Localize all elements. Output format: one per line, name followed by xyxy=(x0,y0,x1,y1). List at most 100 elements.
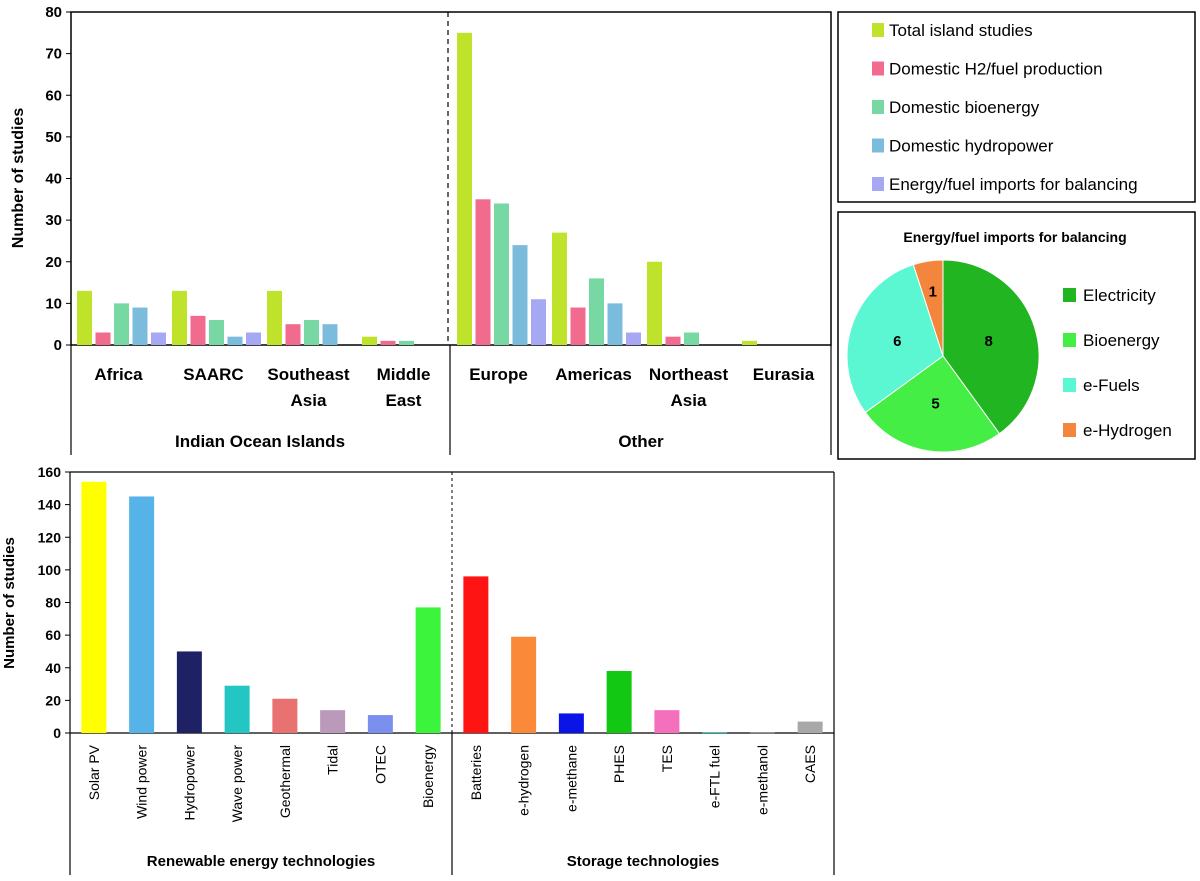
bottom-category-label: Bioenergy xyxy=(420,745,436,808)
top-y-tick-label: 20 xyxy=(45,254,62,271)
top-y-tick-label: 0 xyxy=(54,337,62,354)
bottom-bar xyxy=(702,732,728,734)
top-bar xyxy=(77,290,92,345)
top-category-label: Asia xyxy=(291,391,327,410)
pie-legend-label: e-Hydrogen xyxy=(1083,421,1172,440)
legend-swatch xyxy=(872,138,884,153)
top-category-label: Middle xyxy=(377,365,431,384)
pie-slice xyxy=(846,264,944,414)
bottom-bar xyxy=(797,721,823,733)
top-legend: Total island studies Domestic H2/fuel pro… xyxy=(837,11,1196,203)
top-bar xyxy=(552,232,567,345)
bottom-y-axis-label: Number of studies xyxy=(1,537,18,669)
bottom-category-label: e-methanol xyxy=(754,745,770,815)
top-y-axis-label: Number of studies xyxy=(10,108,27,249)
bottom-category-label: Batteries xyxy=(468,745,484,800)
top-bar xyxy=(322,324,338,345)
top-category-label: Europe xyxy=(469,365,528,384)
top-category-label: SAARC xyxy=(183,365,243,384)
bottom-y-tick-label: 40 xyxy=(45,660,61,676)
legend-label: Domestic bioenergy xyxy=(889,98,1040,117)
bottom-y-tick-label: 0 xyxy=(53,725,61,741)
top-bar xyxy=(285,324,301,345)
top-bar xyxy=(457,32,472,345)
pie-legend-swatch xyxy=(1063,378,1076,392)
top-bars xyxy=(77,32,757,345)
bottom-bar xyxy=(272,698,298,733)
pie-legend: Electricity Bioenergy e-Fuels e-Hydrogen xyxy=(1063,286,1172,440)
top-bar xyxy=(95,332,111,345)
top-category-label: Southeast xyxy=(267,365,350,384)
pie-legend-swatch xyxy=(1063,423,1076,437)
top-bar xyxy=(151,332,166,345)
bottom-category-label: PHES xyxy=(611,745,627,783)
pie-slice xyxy=(864,355,1001,453)
pie-title: Energy/fuel imports for balancing xyxy=(903,229,1126,245)
top-y-tick-label: 70 xyxy=(45,46,62,63)
pie-value-label: 8 xyxy=(984,333,992,350)
top-bar xyxy=(665,336,681,345)
top-category-label: East xyxy=(386,391,422,410)
bottom-category-label: Geothermal xyxy=(277,745,293,818)
top-group-label-other: Other xyxy=(618,432,664,451)
top-category-label: Asia xyxy=(671,391,707,410)
top-bar xyxy=(304,320,319,345)
bottom-y-tick-label: 120 xyxy=(38,529,62,545)
pie-value-label: 5 xyxy=(931,395,939,412)
top-bar xyxy=(475,199,491,345)
top-bar xyxy=(114,303,129,345)
pie-legend-label: Electricity xyxy=(1083,286,1156,305)
pie-slices xyxy=(846,259,1040,453)
top-y-tick-label: 10 xyxy=(45,295,62,312)
legend-swatch xyxy=(872,61,884,76)
bottom-category-label: Tidal xyxy=(325,745,341,775)
pie-value-label: 1 xyxy=(929,284,937,301)
bottom-bar xyxy=(129,496,155,733)
legend-label: Domestic H2/fuel production xyxy=(889,60,1103,79)
pie-value-label: 6 xyxy=(893,333,901,350)
bottom-bar xyxy=(606,671,632,733)
bottom-category-label: Wave power xyxy=(229,745,245,823)
bottom-category-label: Hydropower xyxy=(181,745,197,821)
top-bar xyxy=(227,336,243,345)
top-group-label-indian-ocean: Indian Ocean Islands xyxy=(175,432,345,451)
bottom-bar xyxy=(224,685,250,733)
top-category-label: Americas xyxy=(555,365,632,384)
bottom-group-label-renewable: Renewable energy technologies xyxy=(147,853,375,870)
legend-swatch xyxy=(872,23,884,37)
top-y-tick-label: 30 xyxy=(45,212,62,229)
pie-legend-label: e-Fuels xyxy=(1083,376,1140,395)
bottom-bar xyxy=(511,636,537,733)
top-y-tick-label: 80 xyxy=(45,4,62,21)
bottom-y-tick-label: 60 xyxy=(45,627,61,643)
bottom-y-tick-label: 160 xyxy=(38,464,62,480)
bottom-bar xyxy=(81,481,107,733)
top-bar xyxy=(607,303,623,345)
bottom-bar xyxy=(176,651,202,733)
bottom-bar-chart: 0 20 40 60 80 100 120 140 160 Solar PV Wind power… xyxy=(1,464,835,875)
bottom-category-label: e-methane xyxy=(563,745,579,812)
pie-slice xyxy=(942,259,1040,435)
bottom-category-label: OTEC xyxy=(372,745,388,784)
top-bar xyxy=(246,332,261,345)
bottom-y-tick-label: 80 xyxy=(45,595,61,611)
bottom-bar xyxy=(463,576,489,733)
top-bar xyxy=(399,340,414,345)
legend-swatch xyxy=(872,100,884,114)
bottom-category-label: TES xyxy=(659,745,675,772)
bottom-bar xyxy=(558,713,584,733)
legend-label: Energy/fuel imports for balancing xyxy=(889,175,1138,194)
legend-label: Total island studies xyxy=(889,21,1033,40)
bottom-group-label-storage: Storage technologies xyxy=(567,853,720,870)
bottom-bar xyxy=(749,732,775,734)
top-bar xyxy=(494,203,509,345)
legend-swatch xyxy=(872,177,884,191)
top-bar xyxy=(362,336,377,345)
top-bar xyxy=(684,332,699,345)
legend-frame xyxy=(837,11,1196,203)
top-y-tick-label: 40 xyxy=(45,171,62,188)
top-bar xyxy=(589,278,604,345)
top-bar xyxy=(512,245,528,345)
bottom-category-label: CAES xyxy=(802,745,818,783)
